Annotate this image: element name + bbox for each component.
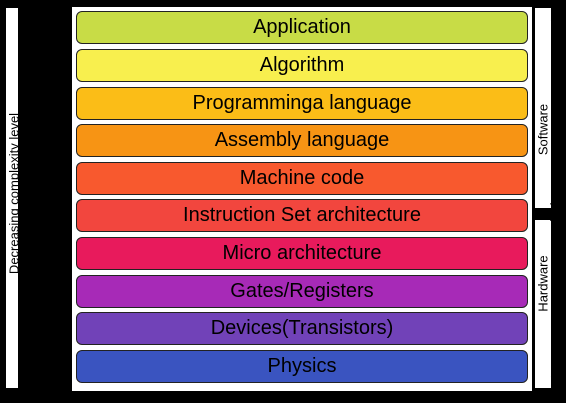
- complexity-axis: [6, 8, 18, 388]
- layer-devices-transistors: Devices(Transistors): [76, 312, 528, 345]
- hardware-bracket: [535, 220, 551, 388]
- layer-programming-language: Programminga language: [76, 87, 528, 120]
- up-arrow-icon: ▲: [18, 8, 32, 24]
- layer-physics: Physics: [76, 350, 528, 383]
- down-arrow-icon: ▼: [20, 382, 28, 391]
- complexity-axis-label: Decreasing complexity level: [6, 112, 22, 275]
- layer-gates-registers: Gates/Registers: [76, 275, 528, 308]
- hardware-label: Hardware: [535, 255, 551, 312]
- software-label: Software: [535, 103, 551, 156]
- layer-micro-architecture: Micro architecture: [76, 237, 528, 270]
- layer-algorithm: Algorithm: [76, 49, 528, 82]
- layer-assembly-language: Assembly language: [76, 124, 528, 157]
- layer-application: Application: [76, 11, 528, 44]
- layer-instruction-set-architecture: Instruction Set architecture: [76, 199, 528, 232]
- software-bracket: [535, 8, 551, 208]
- software-up-arrow-icon: ▲: [548, 8, 562, 24]
- layer-machine-code: Machine code: [76, 162, 528, 195]
- hardware-up-arrow-icon: ▲: [548, 213, 558, 224]
- hardware-down-arrow-icon: ▼: [548, 371, 562, 387]
- software-down-arrow-icon: ▼: [548, 201, 558, 212]
